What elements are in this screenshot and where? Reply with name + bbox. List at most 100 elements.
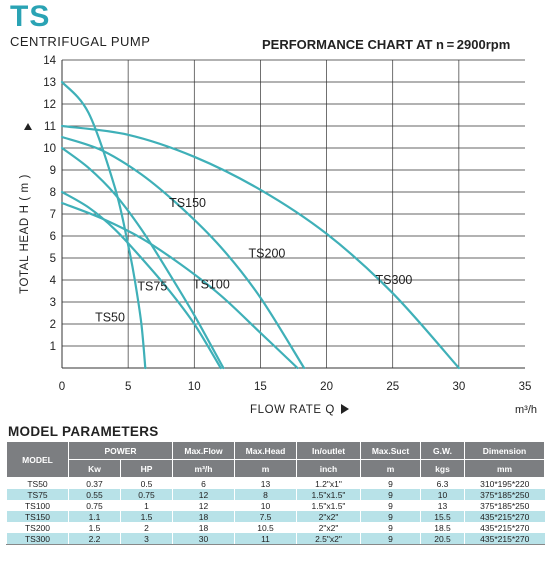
table-cell: 7.5 <box>234 511 297 522</box>
y-axis-arrow-icon <box>24 123 32 130</box>
table-cell: TS300 <box>6 533 69 545</box>
table-cell: 0.37 <box>68 477 121 489</box>
series-line-ts100 <box>60 146 225 370</box>
y-axis-title: TOTAL HEAD H ( m ) <box>19 174 31 294</box>
y-tick-label: 11 <box>44 121 56 133</box>
y-tick-label: 12 <box>43 99 56 111</box>
y-tick-label: 10 <box>43 143 56 155</box>
series-line-ts75 <box>60 190 222 370</box>
table-cell: 6.3 <box>420 477 465 489</box>
series-line-ts50 <box>60 80 147 370</box>
col-max-suct: Max.Suct <box>360 441 421 460</box>
table-cell: 11 <box>234 533 297 545</box>
table-cell: 1 <box>120 500 173 511</box>
unit-flow: m³/h <box>172 459 235 478</box>
x-tick-label: 0 <box>59 381 65 393</box>
y-tick-label: 4 <box>50 275 57 287</box>
table-cell: TS200 <box>6 522 69 533</box>
table-row: TS150 1.1 1.5 18 7.5 2"x2" 9 15.5 435*215*270 <box>6 511 545 522</box>
unit-kw: Kw <box>68 459 121 478</box>
curve-label-ts100: TS100 <box>193 277 230 291</box>
curve-label-ts200: TS200 <box>249 247 286 261</box>
y-tick-label: 7 <box>50 209 56 221</box>
table-cell: 1.5"x1.5" <box>296 500 361 511</box>
curve-label-ts50: TS50 <box>95 310 125 324</box>
table-row: TS200 1.5 2 18 10.5 2"x2" 9 18.5 435*215*270 <box>6 522 545 533</box>
curve-label-ts150: TS150 <box>169 196 206 210</box>
table-cell: 0.75 <box>120 489 173 500</box>
model-code: TS <box>10 0 51 33</box>
params-title: MODEL PARAMETERS <box>8 424 159 439</box>
table-cell: 10.5 <box>234 522 297 533</box>
y-tick-label: 3 <box>50 297 56 309</box>
unit-hp: HP <box>120 459 173 478</box>
unit-gw: kgs <box>420 459 465 478</box>
table-cell: 9 <box>360 533 421 545</box>
table-cell: 2.2 <box>68 533 121 545</box>
col-gw: G.W. <box>420 441 465 460</box>
y-tick-label: 14 <box>43 55 56 67</box>
table-row: TS100 0.75 1 12 10 1.5"x1.5" 9 13 375*185*250 <box>6 500 545 511</box>
table-cell: 310*195*220 <box>464 477 545 489</box>
y-tick-label: 6 <box>50 231 56 243</box>
x-axis-title: FLOW RATE Q <box>250 404 335 416</box>
series-line-ts200 <box>60 135 306 370</box>
y-tick-label: 5 <box>50 253 56 265</box>
col-max-flow: Max.Flow <box>172 441 235 460</box>
curve-labels: TS50 TS75 TS100 TS150 TS200 TS300 <box>95 196 412 324</box>
curve-label-ts75: TS75 <box>137 280 167 294</box>
unit-dim: mm <box>464 459 545 478</box>
x-tick-label: 5 <box>125 381 131 393</box>
table-row: TS75 0.55 0.75 12 8 1.5"x1.5" 9 10 375*185*250 <box>6 489 545 500</box>
params-header-row: MODEL POWER Max.Flow Max.Head In/outlet … <box>6 441 545 478</box>
y-tick-label: 2 <box>50 319 56 331</box>
params-unit-row: Kw HP m³/h m inch m kgs mm <box>7 459 545 478</box>
table-cell: 30 <box>172 533 235 545</box>
x-tick-label: 35 <box>519 381 532 393</box>
table-cell: 12 <box>172 489 235 500</box>
table-cell: TS100 <box>6 500 69 511</box>
series-line-ts300 <box>60 124 460 370</box>
x-tick-label: 25 <box>386 381 399 393</box>
table-cell: 435*215*270 <box>464 511 545 522</box>
x-tick-label: 30 <box>452 381 465 393</box>
table-cell: 2 <box>120 522 173 533</box>
table-cell: 0.55 <box>68 489 121 500</box>
table-cell: 9 <box>360 511 421 522</box>
col-in-outlet: In/outlet <box>296 441 361 460</box>
x-tick-label: 20 <box>320 381 333 393</box>
table-cell: 9 <box>360 477 421 489</box>
curve-label-ts300: TS300 <box>376 273 413 287</box>
table-cell: 9 <box>360 522 421 533</box>
table-cell: 13 <box>234 477 297 489</box>
col-dimension: Dimension <box>464 441 545 460</box>
params-table: MODEL POWER Max.Flow Max.Head In/outlet … <box>6 441 545 545</box>
table-cell: 1.5 <box>120 511 173 522</box>
table-cell: 15.5 <box>420 511 465 522</box>
y-tick-label: 9 <box>50 165 56 177</box>
unit-head: m <box>234 459 297 478</box>
table-cell: 0.75 <box>68 500 121 511</box>
col-max-head: Max.Head <box>234 441 297 460</box>
table-cell: 375*185*250 <box>464 489 545 500</box>
table-cell: 1.1 <box>68 511 121 522</box>
product-name: CENTRIFUGAL PUMP <box>10 34 151 49</box>
unit-suct: m <box>360 459 421 478</box>
table-cell: TS150 <box>6 511 69 522</box>
table-cell: 8 <box>234 489 297 500</box>
table-cell: 9 <box>360 489 421 500</box>
brand-block: TS CENTRIFUGAL PUMP <box>10 0 151 50</box>
table-cell: 1.5"x1.5" <box>296 489 361 500</box>
table-cell: 10 <box>420 489 465 500</box>
chart-curves <box>60 80 460 370</box>
axis-titles: TOTAL HEAD H ( m ) FLOW RATE Q m³/h <box>19 123 537 416</box>
table-cell: 18.5 <box>420 522 465 533</box>
table-cell: 9 <box>360 500 421 511</box>
series-line-ts150 <box>60 201 299 370</box>
y-tick-label: 8 <box>50 187 56 199</box>
table-cell: 3 <box>120 533 173 545</box>
table-cell: 18 <box>172 522 235 533</box>
y-tick-label: 13 <box>43 77 56 89</box>
x-axis-unit: m³/h <box>515 404 537 416</box>
